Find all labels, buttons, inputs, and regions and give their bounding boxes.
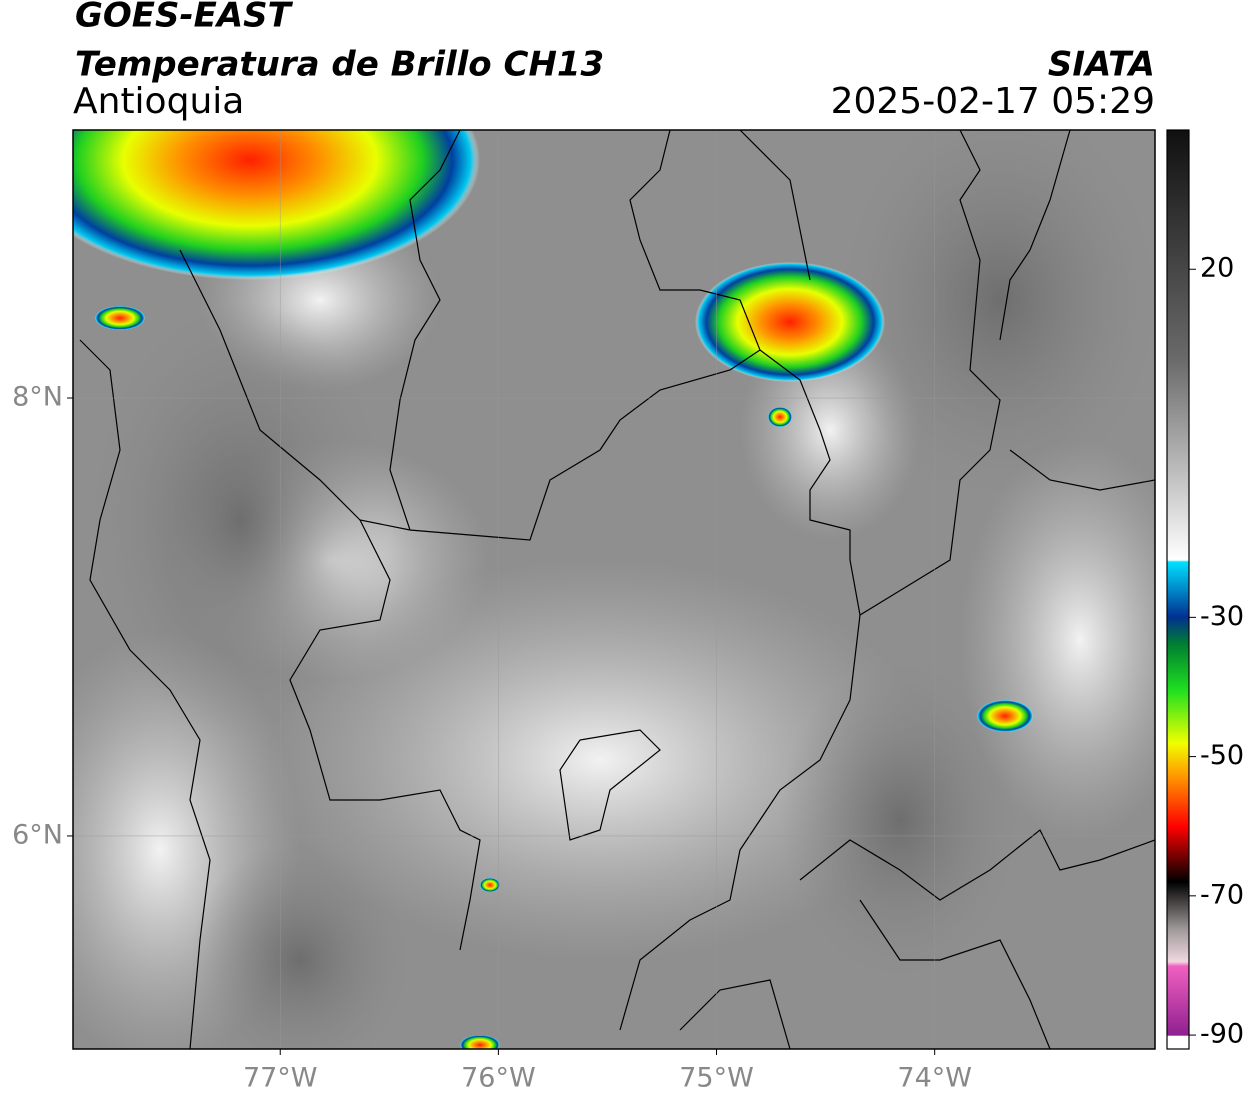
colorbar-tick-label: -50 — [1200, 740, 1244, 771]
datetime: 2025-02-17 05:29 — [831, 81, 1155, 122]
grid — [73, 130, 1155, 1049]
lon-tick-label: 74°W — [897, 1063, 972, 1094]
colorbar-tick-label: 20 — [1200, 253, 1234, 284]
colorbar-tick-label: -30 — [1200, 601, 1244, 632]
lat-tick-label: 8°N — [12, 382, 63, 413]
subtitle: Temperatura de Brillo CH13 — [75, 45, 604, 85]
satellite-image — [73, 130, 1155, 1049]
colorbar-tick-label: -90 — [1200, 1019, 1244, 1050]
title: GOES-EAST — [75, 0, 294, 36]
colorbar-tick-label: -70 — [1200, 879, 1244, 910]
lon-tick-label: 77°W — [243, 1063, 318, 1094]
colorbar — [1166, 129, 1190, 1050]
lon-tick-label: 75°W — [679, 1063, 754, 1094]
source: SIATA — [1048, 45, 1155, 85]
region: Antioquia — [73, 81, 244, 122]
lon-tick-label: 76°W — [461, 1063, 536, 1094]
map-frame — [72, 129, 1156, 1050]
lat-tick-label: 6°N — [12, 819, 63, 850]
